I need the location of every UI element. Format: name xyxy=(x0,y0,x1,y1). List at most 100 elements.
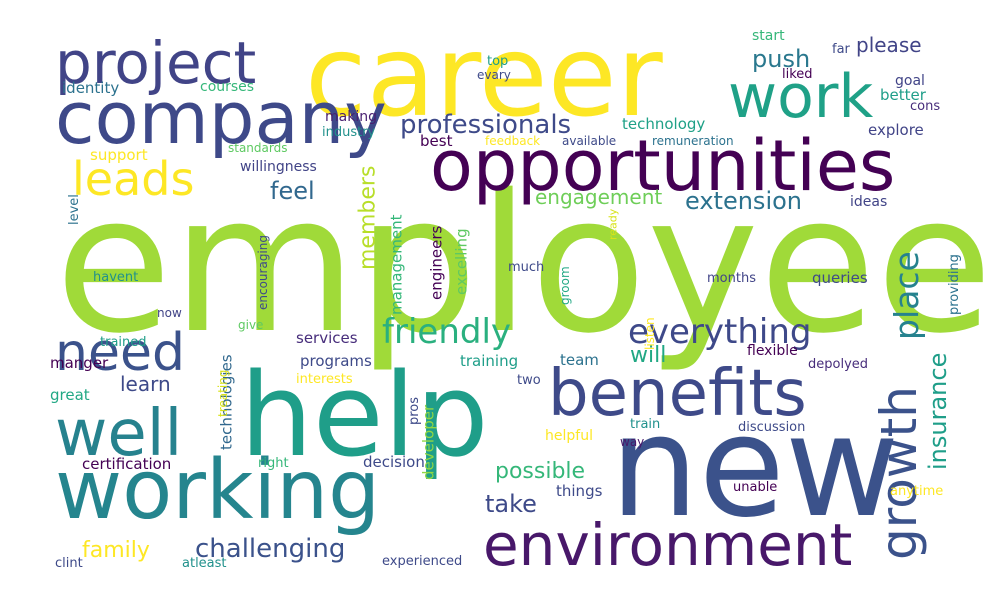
word-leads: leads xyxy=(72,152,194,206)
word-goal: goal xyxy=(895,73,925,89)
word-groom: groom xyxy=(558,266,572,305)
word-developer: developer xyxy=(419,404,437,480)
word-anytime: anytime xyxy=(890,484,943,499)
word-now: now xyxy=(157,306,182,320)
word-challenging: challenging xyxy=(195,534,345,564)
word-please: please xyxy=(856,33,922,57)
word-certification: certification xyxy=(82,455,171,473)
word-way: way xyxy=(620,435,644,449)
word-push: push xyxy=(752,45,810,73)
word-unable: unable xyxy=(733,480,777,495)
word-experienced: experienced xyxy=(382,554,462,569)
word-providing: providing xyxy=(947,254,962,315)
word-support: support xyxy=(90,146,148,164)
word-cons: cons xyxy=(910,99,940,114)
word-career: career xyxy=(305,12,664,142)
word-take: take xyxy=(485,490,537,518)
word-project: project xyxy=(55,29,256,97)
word-remuneration: remuneration xyxy=(652,134,734,148)
word-possible: possible xyxy=(495,459,585,484)
word-great: great xyxy=(50,386,90,404)
word-best: best xyxy=(420,132,453,150)
word-growth: growth xyxy=(870,386,928,560)
word-ready: ready xyxy=(606,208,619,240)
word-months: months xyxy=(707,271,756,286)
word-discussion: discussion xyxy=(738,420,805,435)
word-friendly: friendly xyxy=(382,312,511,352)
word-start: start xyxy=(752,28,785,44)
word-everything: everything xyxy=(628,312,812,352)
word-pros: pros xyxy=(407,397,422,425)
word-will: will xyxy=(630,343,666,368)
word-programs: programs xyxy=(300,352,372,370)
word-need: need xyxy=(55,323,185,383)
word-excelling: excelling xyxy=(452,228,470,295)
word-queries: queries xyxy=(812,269,868,287)
word-far: far xyxy=(832,42,851,57)
word-courses: courses xyxy=(200,79,254,95)
word-things: things xyxy=(556,482,603,500)
word-listen: listen xyxy=(643,317,657,350)
word-opportunities: opportunities xyxy=(430,125,895,207)
word-flexible: flexible xyxy=(747,343,798,359)
word-training: training xyxy=(460,352,518,370)
word-feel: feel xyxy=(270,177,315,205)
word-benefits: benefits xyxy=(548,357,807,431)
word-train: train xyxy=(630,417,660,432)
word-making: making xyxy=(325,109,377,125)
word-engagement: engagement xyxy=(535,185,662,209)
word-insurance: insurance xyxy=(924,353,952,470)
word-ideas: ideas xyxy=(850,194,887,210)
word-services: services xyxy=(296,329,358,347)
word-management: management xyxy=(387,214,405,315)
word-work: work xyxy=(728,62,873,132)
word-extension: extension xyxy=(685,187,802,215)
word-environment: environment xyxy=(483,511,852,579)
word-technologies: technologies xyxy=(217,354,235,450)
word-company: company xyxy=(55,76,387,160)
word-employee: employee xyxy=(55,154,993,375)
word-members: members xyxy=(356,166,381,270)
word-depolyed: depolyed xyxy=(808,357,868,372)
word-interests: interests xyxy=(296,372,353,387)
word-engineers: engineers xyxy=(427,225,445,300)
word-havent: havent xyxy=(93,270,138,285)
word-right: right xyxy=(258,456,289,471)
word-standards: standards xyxy=(228,141,287,155)
word-two: two xyxy=(517,373,541,388)
word-liked: liked xyxy=(782,67,813,82)
word-new: new xyxy=(610,386,899,549)
word-industry: industry xyxy=(322,125,376,140)
word-feedback: feedback xyxy=(485,134,540,148)
word-top: top xyxy=(487,54,508,69)
word-give: give xyxy=(238,318,263,332)
word-evary: evary xyxy=(477,68,511,82)
word-technology: technology xyxy=(622,115,705,133)
word-help: help xyxy=(240,349,489,483)
word-learn: learn xyxy=(120,372,171,396)
word-clint: clint xyxy=(55,556,83,571)
word-level: level xyxy=(67,194,82,225)
word-helpful: helpful xyxy=(545,428,593,444)
word-willingness: willingness xyxy=(240,159,317,175)
word-treating: treating xyxy=(216,370,230,417)
word-encouraging: encouraging xyxy=(256,235,270,310)
word-team: team xyxy=(560,351,599,369)
word-better: better xyxy=(880,86,927,104)
word-explore: explore xyxy=(868,121,924,139)
word-manger: manger xyxy=(50,354,109,372)
word-place: place xyxy=(887,251,926,340)
word-family: family xyxy=(82,538,150,563)
word-identity: identity xyxy=(62,79,119,97)
word-much: much xyxy=(508,260,544,275)
word-trained: trained xyxy=(100,335,147,350)
word-well: well xyxy=(55,397,182,471)
word-professionals: professionals xyxy=(400,110,571,140)
word-working: working xyxy=(55,443,380,538)
word-available: available xyxy=(562,134,616,148)
word-atleast: atleast xyxy=(182,556,227,571)
word-decision: decision xyxy=(363,453,425,471)
